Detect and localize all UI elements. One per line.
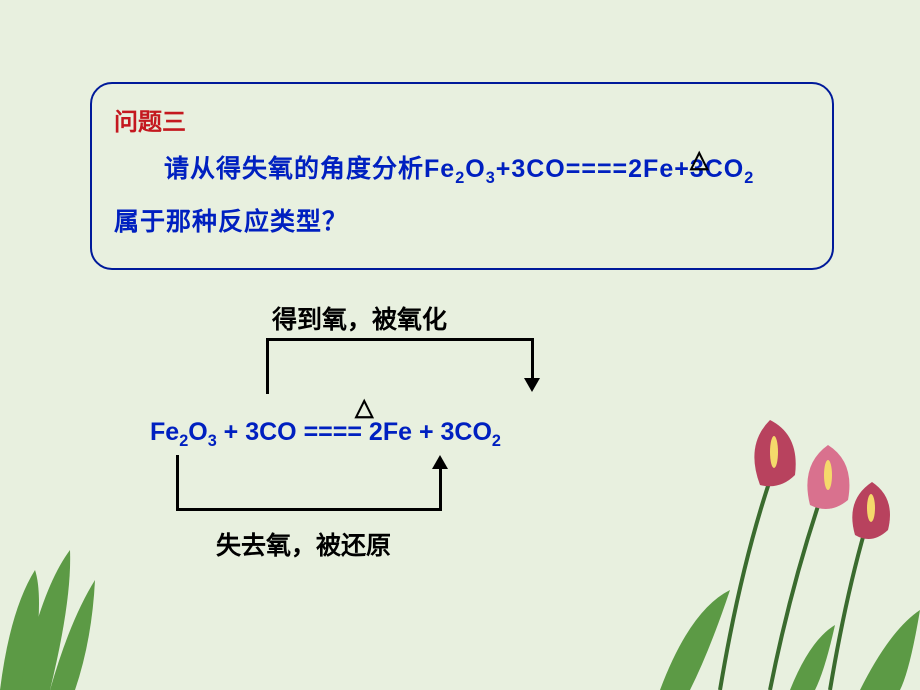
o-m: O	[188, 418, 207, 446]
bracket-top-h	[266, 338, 534, 341]
bracket-bot-vl	[176, 455, 179, 511]
bracket-bot-vr	[439, 469, 442, 511]
co2sub: 2	[744, 169, 754, 187]
arrow-down-icon	[524, 378, 540, 392]
plant-right-icon	[660, 390, 920, 690]
bracket-bot-h	[176, 508, 442, 511]
o: O	[465, 155, 485, 183]
co2sub-m: 2	[492, 432, 501, 450]
fe: Fe	[424, 155, 455, 183]
bracket-top-vl	[266, 338, 269, 394]
delta-inline: △	[640, 135, 709, 185]
bracket-top	[266, 338, 534, 394]
bracket-top-vr	[531, 338, 534, 382]
equation-inline: Fe2O3+3CO====2Fe+3CO2△	[424, 155, 754, 183]
question-box: 问题三 请从得失氧的角度分析Fe2O3+3CO====2Fe+3CO2△ 属于那种…	[90, 82, 834, 270]
arrow-up-icon	[432, 455, 448, 469]
sub3: 3	[486, 169, 496, 187]
eq-rest-m: + 3CO ==== 2Fe + 3CO	[217, 418, 492, 446]
plant-left-icon	[0, 490, 120, 690]
bracket-bottom	[176, 455, 442, 511]
fe-m: Fe	[150, 418, 179, 446]
q-line2: 属于那种反应类型？	[114, 208, 348, 236]
equation-main: Fe2O3 + 3CO ==== 2Fe + 3CO2	[150, 418, 501, 451]
sub3-m: 3	[208, 432, 217, 450]
sub2-m: 2	[179, 432, 188, 450]
question-title: 问题三	[114, 102, 810, 137]
label-reduced: 失去氧，被还原	[216, 526, 391, 562]
sub2: 2	[455, 169, 465, 187]
q-prefix: 请从得失氧的角度分析	[164, 155, 424, 183]
question-body: 请从得失氧的角度分析Fe2O3+3CO====2Fe+3CO2△ 属于那种反应类型…	[114, 143, 810, 248]
label-oxidized: 得到氧，被氧化	[272, 300, 447, 336]
